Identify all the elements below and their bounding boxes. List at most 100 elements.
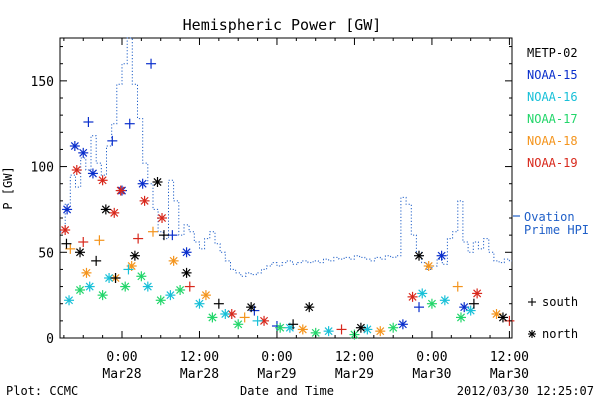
marker-legend-symbol-south: [528, 298, 536, 306]
ovation-legend-line1: Ovation: [524, 210, 575, 224]
point-noaa-19-south: [78, 237, 89, 247]
point-noaa-15-south: [124, 118, 135, 129]
x-tick-sublabel-1: Mar28: [180, 367, 219, 382]
x-tick-sublabel-3: Mar29: [335, 367, 374, 382]
point-noaa-16-north: [64, 295, 75, 306]
point-noaa-17-north: [136, 271, 147, 282]
legend-entry-noaa-16: NOAA-16: [527, 90, 578, 104]
point-noaa-16-north: [323, 326, 334, 337]
x-tick-label-0: 0:00: [106, 350, 137, 365]
x-tick-label-1: 12:00: [180, 350, 219, 365]
ovation-legend-line2: Prime HPI: [524, 223, 589, 237]
point-noaa-16-north: [220, 309, 231, 319]
plot-timestamp: 2012/03/30 12:25:07: [457, 384, 594, 398]
point-noaa-18-north: [200, 290, 211, 301]
marker-legend-label-north: north: [542, 327, 578, 341]
point-noaa-15-north: [137, 178, 148, 189]
point-noaa-19-north: [71, 165, 82, 175]
point-noaa-17-north: [97, 290, 108, 301]
point-noaa-15-north: [397, 319, 408, 330]
point-noaa-17-north: [455, 312, 466, 323]
point-noaa-18-south: [65, 243, 76, 254]
point-noaa-17-north: [155, 295, 166, 306]
point-noaa-17-north: [75, 285, 86, 295]
point-noaa-19-south: [336, 324, 347, 335]
point-noaa-17-north: [275, 322, 286, 333]
point-noaa-18-south: [94, 235, 105, 246]
point-noaa-17-north: [120, 281, 131, 292]
chart-title: Hemispheric Power [GW]: [183, 16, 382, 34]
legend: METP-02 NOAA-15 NOAA-16 NOAA-17 NOAA-18 NOAA-…: [513, 46, 578, 217]
point-metp-02-south: [110, 273, 121, 283]
marker-legend: south north: [528, 295, 578, 341]
point-noaa-17-north: [388, 322, 399, 333]
point-noaa-16-north: [165, 290, 176, 301]
point-noaa-19-south: [133, 233, 144, 244]
point-noaa-18-north: [375, 326, 386, 337]
point-noaa-19-north: [139, 195, 150, 206]
ovation-series: [60, 37, 512, 277]
point-noaa-16-north: [194, 298, 205, 309]
point-noaa-19-north: [472, 288, 483, 299]
scatter-points: [60, 58, 515, 340]
point-noaa-15-south: [107, 135, 118, 146]
point-noaa-19-north: [60, 225, 71, 235]
point-noaa-16-north: [417, 288, 428, 299]
point-noaa-15-north: [78, 147, 89, 158]
point-noaa-18-north: [168, 255, 179, 266]
y-tick-label-3: 150: [31, 75, 54, 90]
legend-entry-noaa-19: NOAA-19: [527, 156, 578, 170]
marker-legend-symbol-north: [528, 330, 536, 338]
point-noaa-16-north: [362, 324, 373, 335]
point-metp-02-north: [100, 204, 111, 215]
point-noaa-17-north: [233, 319, 244, 330]
y-tick-label-1: 50: [38, 246, 54, 261]
point-metp-02-north: [304, 302, 315, 313]
legend-entry-noaa-18: NOAA-18: [527, 134, 578, 148]
point-noaa-19-north: [109, 207, 120, 218]
point-noaa-15-south: [167, 230, 178, 241]
point-metp-02-north: [246, 302, 257, 313]
x-tick-label-4: 0:00: [416, 350, 447, 365]
point-noaa-16-north: [84, 281, 95, 292]
point-noaa-15-south: [83, 117, 94, 127]
point-metp-02-south: [91, 255, 102, 266]
point-noaa-15-north: [69, 141, 80, 151]
x-tick-sublabel-2: Mar29: [257, 367, 296, 382]
x-axis: 0:00 Mar28 12:00 Mar28 0:00 Mar29 12:00 Mar29 0:…: [63, 38, 529, 382]
point-metp-02-south: [468, 298, 479, 309]
point-metp-02-north: [75, 247, 86, 258]
legend-entry-noaa-17: NOAA-17: [527, 112, 578, 126]
point-noaa-15-north: [62, 204, 73, 215]
point-noaa-19-north: [97, 175, 108, 186]
point-metp-02-north: [129, 250, 140, 261]
point-noaa-15-north: [87, 168, 98, 179]
point-noaa-18-north: [126, 261, 137, 271]
plot-border: [59, 37, 513, 339]
y-axis-label: P [GW]: [1, 166, 15, 209]
point-noaa-15-south: [146, 58, 157, 69]
plot-credit: Plot: CCMC: [6, 384, 78, 398]
point-noaa-15-north: [181, 247, 192, 258]
x-tick-sublabel-4: Mar30: [412, 367, 451, 382]
point-noaa-19-south: [184, 281, 195, 292]
point-metp-02-north: [355, 322, 366, 333]
point-noaa-18-north: [81, 267, 92, 278]
x-axis-label: Date and Time: [240, 384, 334, 398]
point-noaa-19-north: [157, 213, 168, 223]
point-noaa-15-north: [436, 250, 447, 261]
point-metp-02-north: [181, 267, 192, 278]
point-metp-02-south: [158, 230, 169, 241]
point-noaa-19-north: [407, 291, 418, 302]
point-noaa-16-north: [439, 295, 450, 306]
point-metp-02-north: [497, 312, 508, 323]
point-noaa-18-south: [147, 226, 158, 237]
ovation-line: [60, 37, 512, 277]
x-tick-sublabel-5: Mar30: [490, 367, 529, 382]
point-noaa-19-north: [226, 309, 237, 319]
x-tick-label-3: 12:00: [335, 350, 374, 365]
point-metp-02-south: [61, 238, 72, 249]
ovation-legend: Ovation Prime HPI: [524, 210, 589, 237]
point-noaa-16-north: [142, 281, 153, 292]
point-noaa-19-north: [259, 315, 270, 326]
